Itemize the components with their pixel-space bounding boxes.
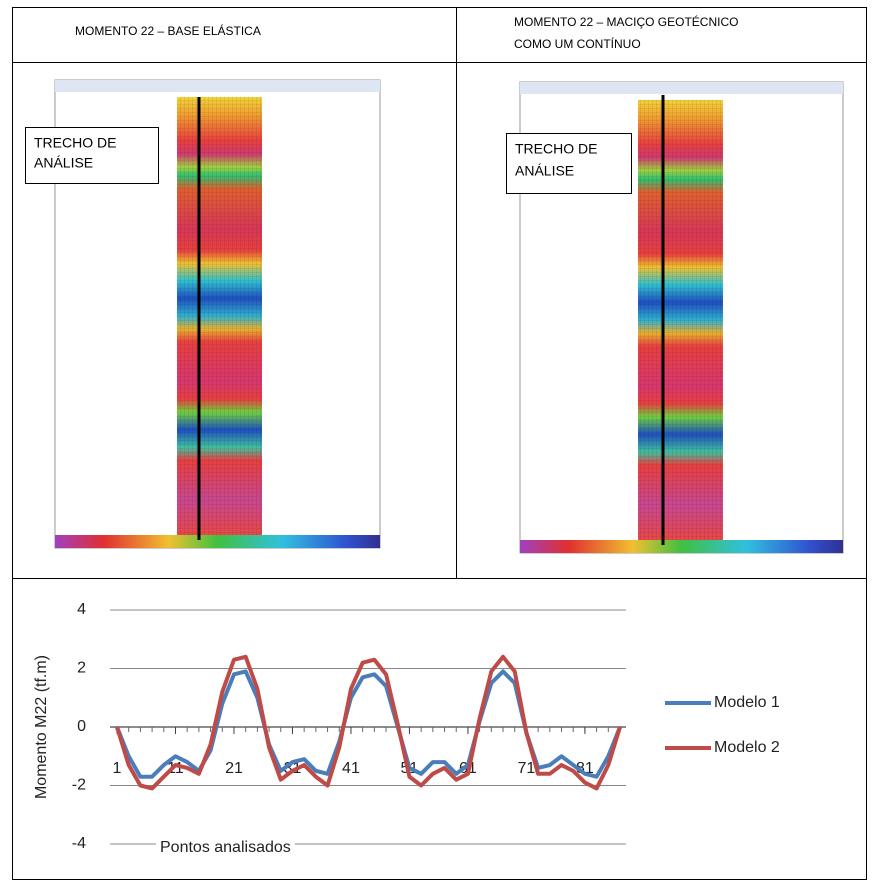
header-text: MOMENTO 22 – MACIÇO GEOTÉCNICO: [514, 14, 738, 29]
header-text: MOMENTO 22 – BASE ELÁSTICA: [75, 23, 261, 38]
x-tick-label: 41: [342, 760, 360, 777]
series-line: [117, 671, 620, 776]
y-tick-label: -2: [72, 777, 86, 794]
image-label: TRECHO DE: [34, 135, 116, 151]
x-tick-label: 71: [518, 760, 536, 777]
legend-label: Modelo 1: [714, 694, 780, 711]
image-label: ANÁLISE: [515, 163, 574, 179]
x-tick-label: 21: [225, 760, 243, 777]
page: MOMENTO 22 – BASE ELÁSTICA MOMENTO 22 – …: [0, 0, 879, 885]
header-text: COMO UM CONTÍNUO: [514, 36, 641, 51]
y-tick-label: 2: [77, 660, 86, 677]
x-axis-title: Pontos analisados: [160, 839, 291, 856]
image-label: TRECHO DE: [515, 141, 597, 157]
y-tick-label: 0: [77, 718, 86, 735]
y-axis-title: Momento M22 (tf.m): [33, 655, 50, 799]
image-label: ANÁLISE: [34, 155, 93, 171]
legend-label: Modelo 2: [714, 739, 780, 756]
y-tick-label: 4: [77, 601, 86, 618]
x-tick-label: 1: [113, 760, 122, 777]
y-tick-label: -4: [72, 835, 86, 852]
